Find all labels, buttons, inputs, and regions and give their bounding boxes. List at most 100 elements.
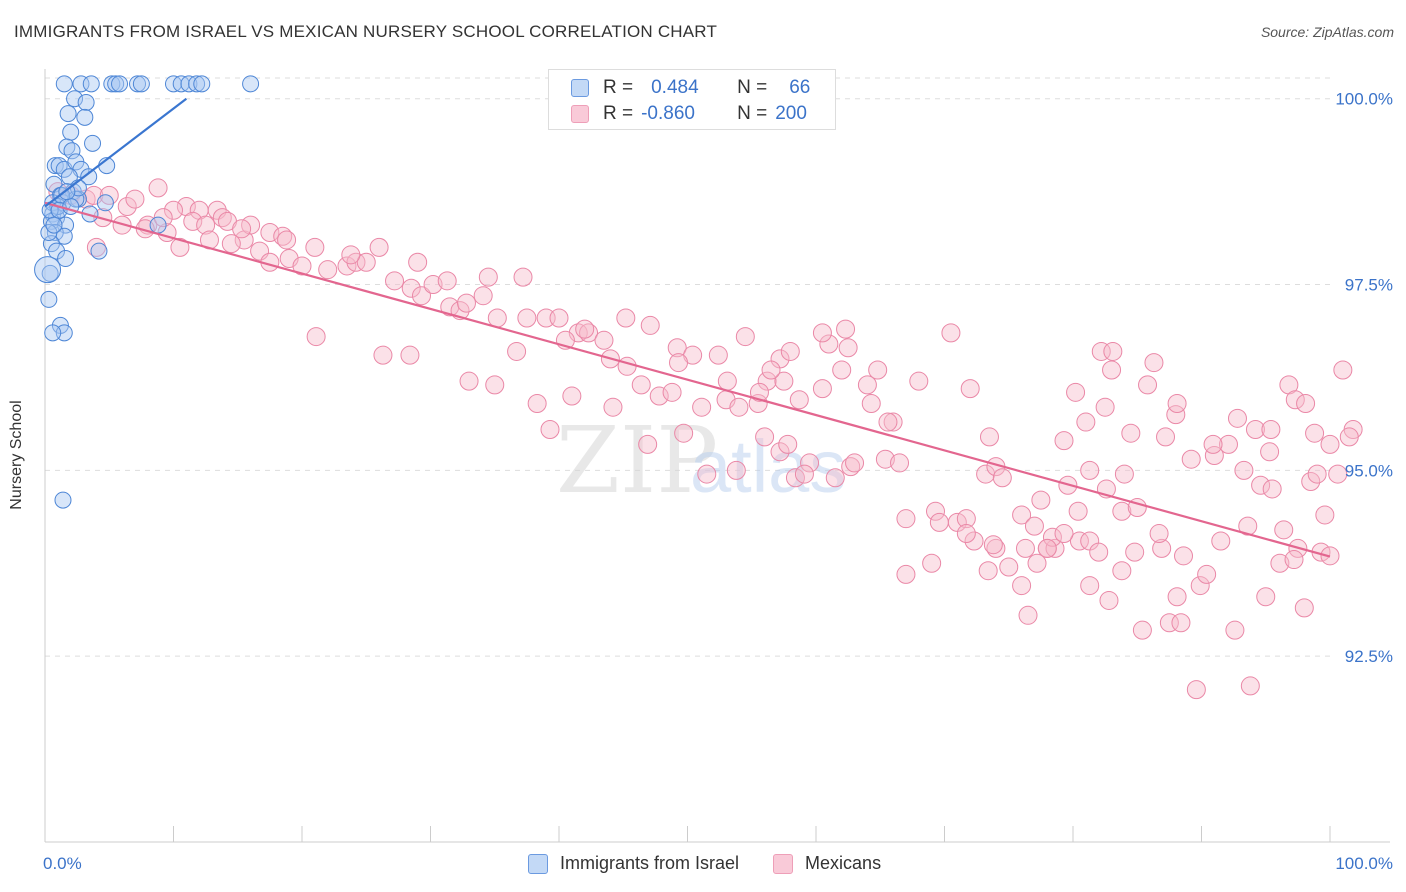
data-point [1076,412,1096,432]
data-point [188,75,206,93]
data-point [41,264,59,282]
legend-swatch-israel [528,853,548,874]
data-point [54,491,72,509]
data-point [857,375,877,395]
data-point [221,234,241,254]
data-point [770,442,790,462]
legend-n-label: N = [737,103,768,124]
data-point [755,427,775,447]
data-point [1211,531,1231,551]
y-tick-label: 97.5% [1345,276,1393,295]
data-point [1261,419,1281,439]
data-point [1132,620,1152,640]
data-point [1234,460,1254,480]
data-point [726,460,746,480]
data-point [1091,341,1111,361]
data-point [983,535,1003,555]
data-point [63,142,81,160]
legend-r-label: R = [603,77,634,98]
data-point [55,75,73,93]
grid-lines [45,77,1332,657]
data-point [1190,576,1210,596]
data-point [1095,397,1115,417]
data-point [1103,341,1123,361]
data-point [1042,527,1062,547]
data-point [1149,524,1169,544]
data-point [778,434,798,454]
data-point [812,323,832,343]
data-point [819,334,839,354]
data-point [999,557,1019,577]
data-point [485,375,505,395]
data-point [57,250,75,268]
data-point [193,75,211,93]
data-point [883,412,903,432]
data-point [1245,419,1265,439]
data-point [1256,587,1276,607]
data-point [579,323,599,343]
data-point [692,397,712,417]
data-point [638,434,658,454]
data-point [1294,598,1314,618]
data-point [48,242,66,260]
data-point [1144,353,1164,373]
data-point [761,360,781,380]
data-point [575,319,595,339]
legend-item-mexicans: Mexicans [773,853,881,874]
data-point [986,538,1006,558]
data-point [978,561,998,581]
data-point [1339,427,1359,447]
data-point [478,267,498,287]
data-point [1037,538,1057,558]
data-point [845,453,865,473]
data-point [825,468,845,488]
data-point [669,353,689,373]
data-point [1102,360,1122,380]
data-point [1012,505,1032,525]
data-point [196,215,216,235]
data-point [603,397,623,417]
data-point [1099,590,1119,610]
data-point [212,208,232,228]
data-point [72,75,90,93]
data-point [616,308,636,328]
data-point [729,397,749,417]
data-point [437,271,457,291]
data-point [1018,605,1038,625]
watermark-zip: ZIP [556,407,718,514]
source-label: Source: ZipAtlas.com [1260,24,1394,40]
data-point [473,286,493,306]
data-point [77,93,95,111]
tick-labels: 100.0% 97.5% 95.0% 92.5% 0.0% 100.0% [43,90,1393,873]
legend-swatch-israel [571,79,589,97]
legend-row-israel: R = 0.484 N = 66 [571,76,810,100]
data-point [941,323,961,343]
legend-r-value: -0.860 [641,103,695,124]
data-point [1284,550,1304,570]
data-point [1181,449,1201,469]
data-point [1167,587,1187,607]
trend-lines [44,97,1331,558]
data-point [84,134,102,152]
data-point [735,327,755,347]
data-point [789,390,809,410]
data-point [1270,553,1290,573]
israel-points [34,75,260,509]
data-point [401,278,421,298]
data-point [794,464,814,484]
data-point [836,319,856,339]
y-tick-label: 92.5% [1345,647,1393,666]
data-point [1262,479,1282,499]
data-point [838,338,858,358]
data-point [125,189,145,209]
data-point [1260,442,1280,462]
data-point [1045,538,1065,558]
data-point [780,341,800,361]
legend-row-mexicans: R = -0.860 N = 200 [571,102,807,126]
legend-label-mexicans: Mexicans [805,853,882,873]
legend-n-label: N = [737,77,768,98]
data-point [96,194,114,212]
data-point [1068,501,1088,521]
data-point [1066,382,1086,402]
